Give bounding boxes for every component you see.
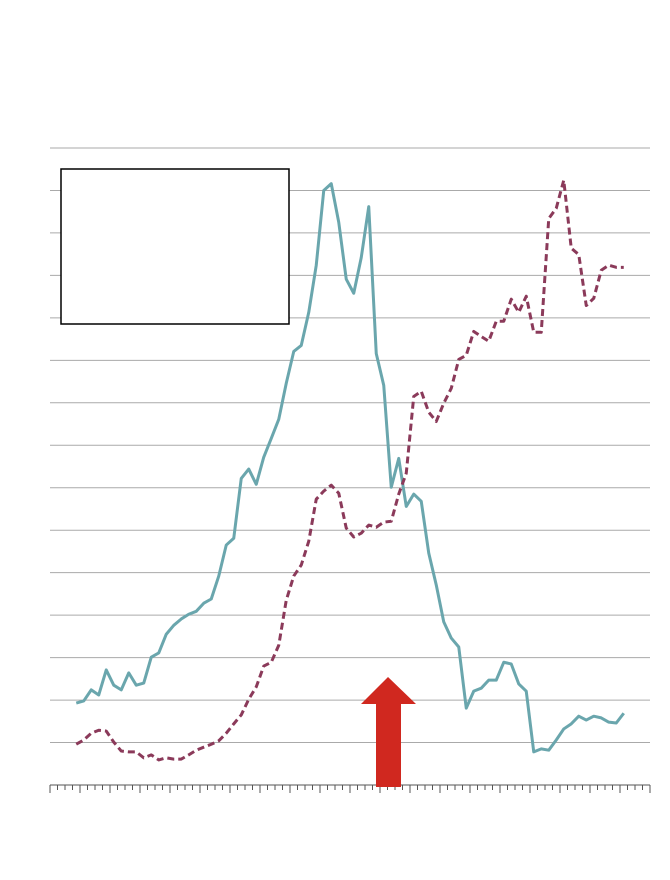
series-line xyxy=(75,182,625,754)
arrow xyxy=(361,677,416,787)
series-line xyxy=(75,178,624,762)
legend-box xyxy=(60,168,290,325)
plot xyxy=(75,178,625,762)
